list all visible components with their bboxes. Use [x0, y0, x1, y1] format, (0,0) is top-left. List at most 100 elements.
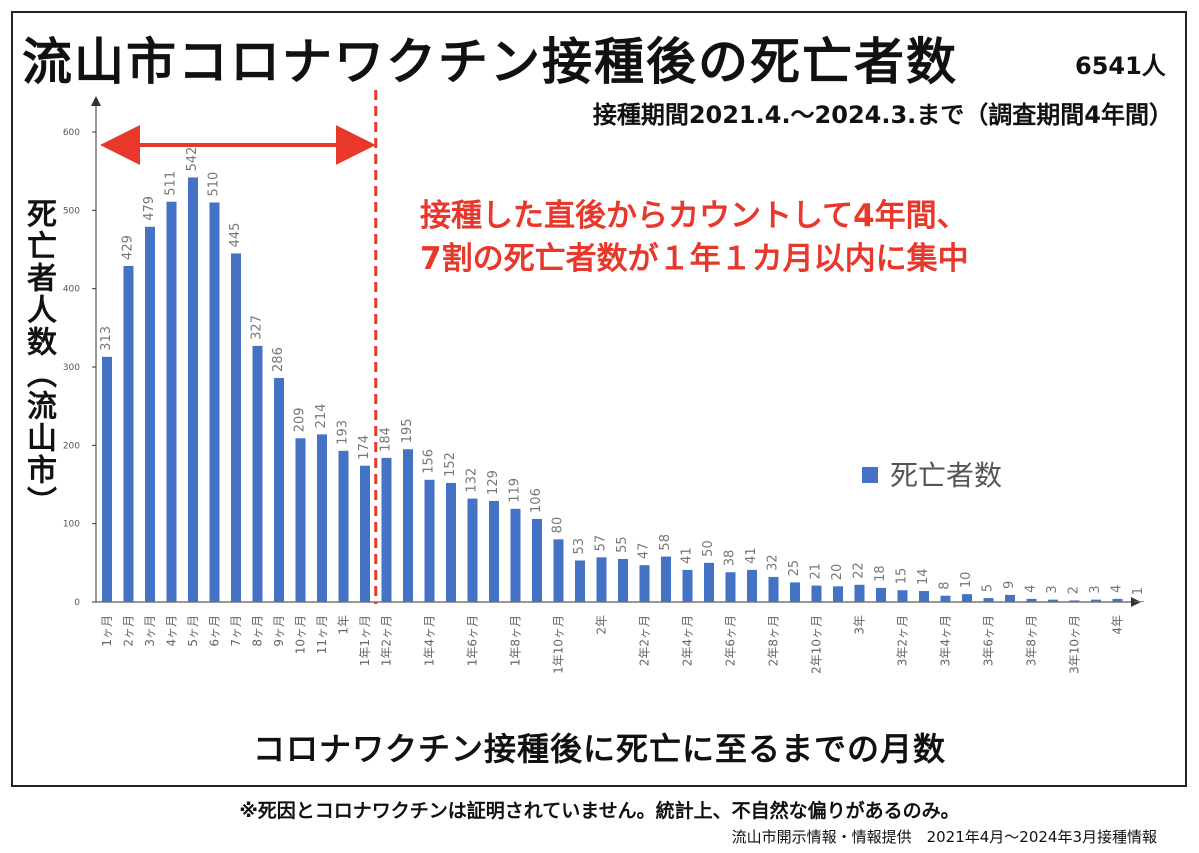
bar-value-label: 445: [228, 223, 243, 248]
bar: [983, 598, 994, 602]
y-tick-label: 200: [63, 441, 80, 451]
bar: [166, 201, 177, 602]
bar: [295, 438, 306, 602]
bar: [618, 558, 628, 602]
x-axis-label: コロナワクチン接種後に死亡に至るまでの月数: [252, 730, 946, 768]
bar: [188, 177, 198, 602]
survey-period: 接種期間2021.4.～2024.3.まで（調査期間4年間）: [592, 101, 1173, 129]
x-tick-label: 11ヶ月: [315, 615, 329, 654]
x-tick-label: 1年2ヶ月: [380, 615, 394, 666]
bar-value-label: 22: [852, 562, 867, 579]
bar-value-label: 132: [465, 468, 480, 493]
bar-value-label: 14: [916, 568, 931, 585]
bar-value-label: 20: [830, 564, 845, 581]
bar: [962, 594, 972, 602]
bar: [747, 569, 757, 602]
x-tick-label: 2年2ヶ月: [638, 615, 652, 666]
bar-value-label: 3: [1088, 585, 1103, 593]
bar: [360, 465, 370, 602]
bar: [575, 560, 585, 602]
x-tick-label: 3年6ヶ月: [982, 615, 996, 666]
bar-value-label: 286: [271, 347, 286, 372]
bar: [317, 434, 327, 602]
bar-value-label: 479: [142, 196, 157, 221]
bar-value-label: 3: [1045, 585, 1060, 593]
bar-value-label: 429: [121, 235, 136, 260]
y-axis-arrow: [91, 96, 101, 106]
bar-value-label: 209: [293, 407, 308, 432]
bar-value-label: 32: [766, 554, 781, 571]
bar: [940, 595, 951, 602]
x-tick-label: 9ヶ月: [272, 615, 286, 647]
bar: [1134, 601, 1144, 602]
x-tick-label: 1ヶ月: [100, 615, 114, 647]
y-tick-label: 400: [63, 285, 80, 295]
bar: [876, 587, 886, 602]
x-tick-label: 4年: [1111, 615, 1125, 635]
bar-value-label: 106: [529, 488, 544, 513]
bar: [446, 482, 456, 602]
bar-value-label: 510: [207, 172, 222, 197]
bar: [510, 508, 521, 602]
y-tick-label: 500: [63, 206, 80, 216]
chart-x-tick-labels: 1ヶ月 2ヶ月 3ヶ月 4ヶ月 5ヶ月 6ヶ月 7ヶ月 8ヶ月 9ヶ月 10ヶ月 11ヶ月 1年 1年1…: [100, 615, 1125, 674]
bar-value-label: 214: [314, 404, 329, 429]
chart-axes: 0 100 200 300 400 500 600: [63, 96, 1141, 608]
bar-value-label: 41: [744, 547, 759, 564]
bar: [1069, 600, 1080, 602]
annotation-line-2: 7割の死亡者数が１年１カ月以内に集中: [420, 241, 969, 277]
x-tick-label: 1年6ヶ月: [466, 615, 480, 666]
bar-value-label: 184: [379, 427, 394, 452]
bar-value-label: 129: [486, 470, 501, 495]
x-tick-label: 6ヶ月: [208, 615, 222, 647]
y-axis-label: 死亡者人数（流山市）: [21, 198, 56, 518]
bar: [704, 562, 714, 602]
bar: [897, 590, 908, 602]
chart-title: 流山市コロナワクチン接種後の死亡者数: [22, 33, 958, 91]
chart-bars: [102, 177, 1144, 603]
bar-value-label: 15: [895, 568, 910, 585]
bar: [854, 584, 865, 602]
bar-value-label: 156: [422, 449, 437, 474]
y-tick-label: 600: [63, 128, 80, 138]
x-tick-label: 2年: [595, 615, 609, 635]
bar-value-label: 174: [357, 435, 372, 460]
bar: [231, 253, 241, 602]
bar-value-label: 327: [250, 315, 265, 340]
x-tick-label: 8ヶ月: [251, 615, 265, 647]
bar-value-label: 50: [701, 540, 716, 557]
bar: [1048, 599, 1058, 602]
x-tick-label: 2年4ヶ月: [681, 615, 695, 666]
bar: [274, 377, 284, 602]
bar-value-label: 55: [615, 536, 630, 553]
bar: [209, 202, 220, 602]
bar: [596, 557, 607, 602]
bar-value-label: 10: [959, 572, 974, 589]
bar-value-label: 21: [809, 563, 824, 580]
bar: [145, 226, 155, 603]
bar-value-label: 195: [400, 418, 415, 443]
x-tick-label: 3年: [853, 615, 867, 635]
bar: [123, 265, 134, 602]
bar: [790, 582, 800, 602]
bar-value-label: 4: [1110, 585, 1125, 593]
bar: [403, 449, 413, 602]
x-tick-label: 2年8ヶ月: [767, 615, 781, 666]
bar-value-label: 9: [1002, 581, 1017, 589]
bar-value-label: 152: [443, 452, 458, 477]
bar: [768, 576, 779, 602]
data-source: 流山市開示情報・情報提供 2021年4月～2024年3月接種情報: [731, 828, 1157, 846]
x-tick-label: 4ヶ月: [165, 615, 179, 647]
legend-label: 死亡者数: [890, 459, 1002, 492]
x-tick-label: 2年10ヶ月: [810, 615, 824, 674]
bar: [424, 479, 435, 602]
bar: [1026, 598, 1037, 602]
y-tick-label: 0: [74, 598, 80, 608]
bar-value-label: 80: [551, 517, 566, 534]
bar: [467, 498, 478, 602]
bar: [833, 586, 843, 602]
bar-value-label: 5: [981, 584, 996, 592]
bar-value-label: 57: [594, 535, 609, 552]
